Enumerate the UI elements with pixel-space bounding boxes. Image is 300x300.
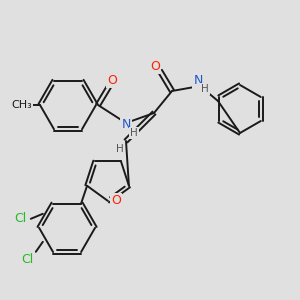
Text: H: H (201, 84, 209, 94)
Text: N: N (193, 74, 203, 88)
Text: H: H (116, 144, 124, 154)
Text: CH₃: CH₃ (12, 100, 32, 110)
Text: Cl: Cl (22, 253, 34, 266)
Text: Cl: Cl (15, 212, 27, 225)
Text: O: O (107, 74, 117, 86)
Text: H: H (130, 128, 138, 138)
Text: O: O (111, 194, 121, 208)
Text: O: O (150, 59, 160, 73)
Text: N: N (121, 118, 131, 131)
